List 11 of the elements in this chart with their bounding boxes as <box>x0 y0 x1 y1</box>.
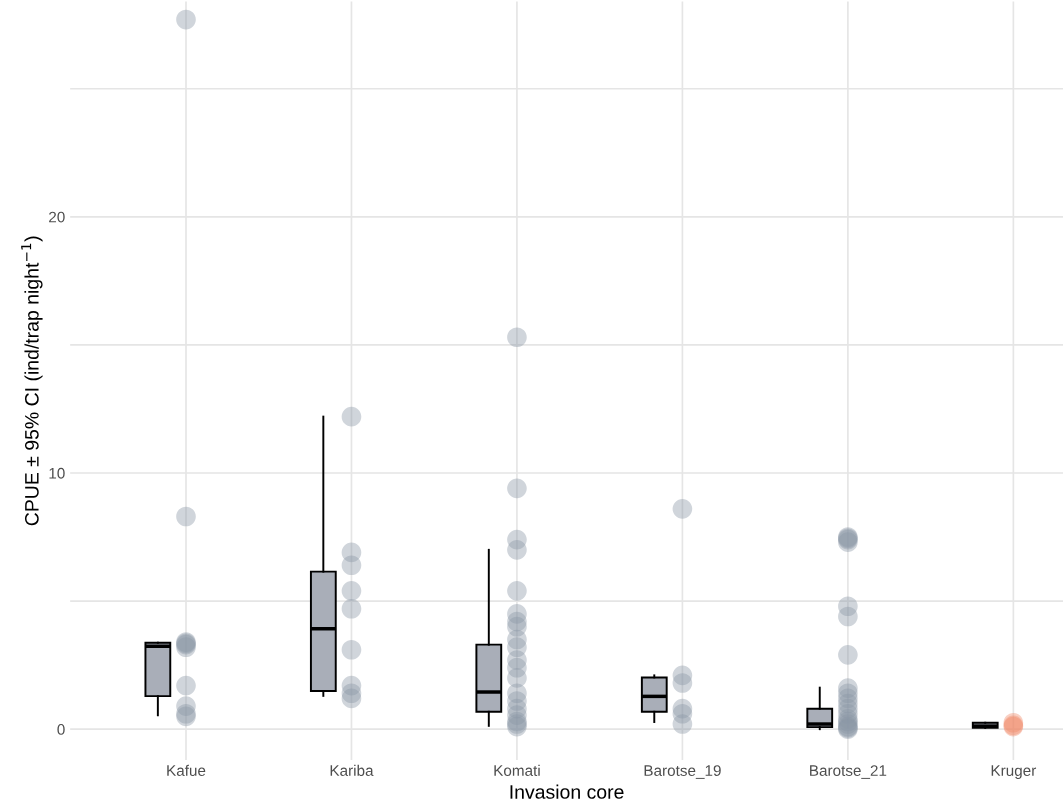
x-axis-title: Invasion core <box>510 784 624 799</box>
x-tick-label: Barotse_19 <box>644 765 721 779</box>
y-tick-label: 10 <box>49 467 65 479</box>
x-tick-label: Kruger <box>991 765 1037 780</box>
y-tick-label: 0 <box>57 724 65 735</box>
y-tick-label: 20 <box>49 211 65 223</box>
x-tick-label: Kariba <box>330 764 374 776</box>
x-tick-label: Barotse_21 <box>810 765 887 779</box>
x-tick-label: Komati <box>494 764 540 776</box>
y-axis-title: CPUE ± 95% CI (ind/trap night$^{−1}$) <box>21 236 43 526</box>
x-tick-label: Kafue <box>167 764 206 776</box>
